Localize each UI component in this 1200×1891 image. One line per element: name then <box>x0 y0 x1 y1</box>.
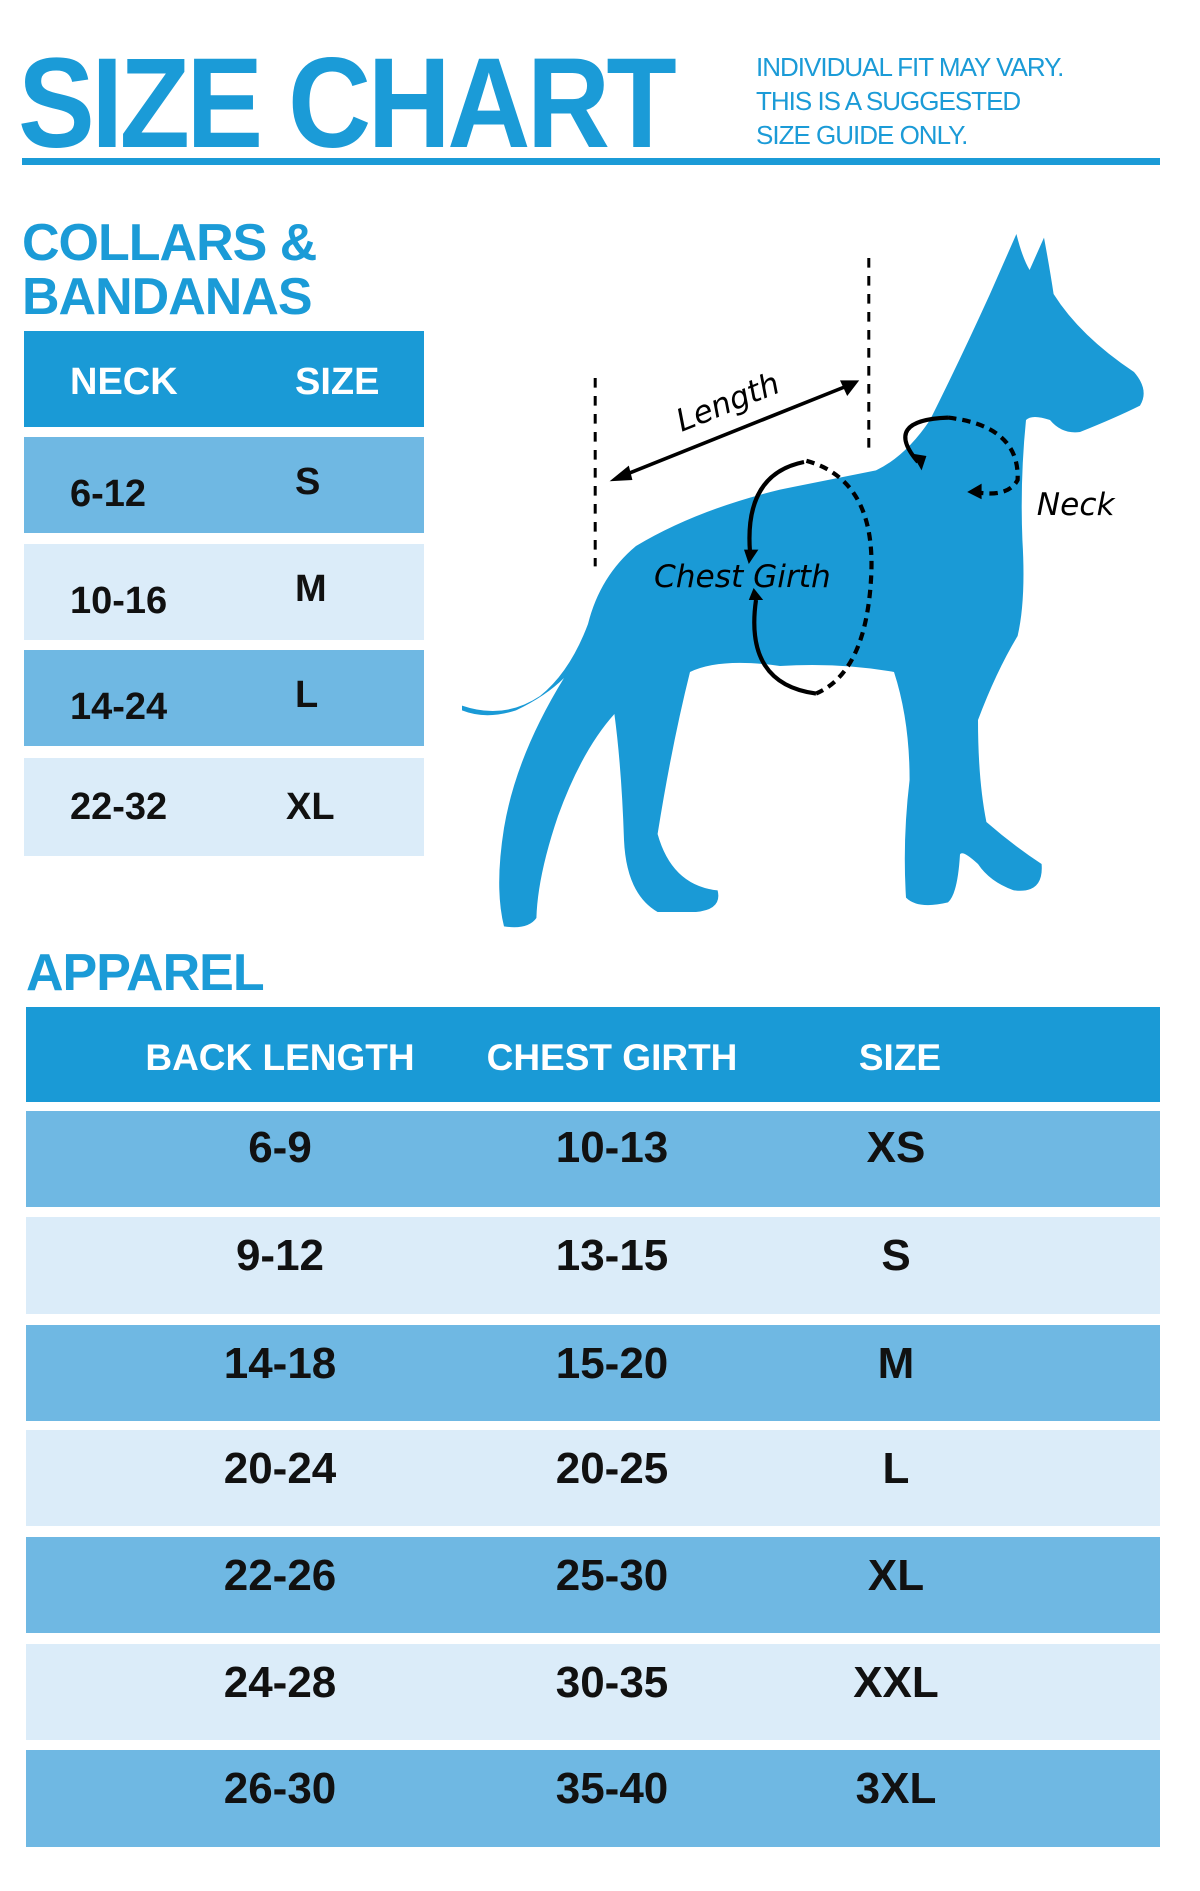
size-cell: S <box>295 461 321 503</box>
back-length-cell: 24-28 <box>223 1658 337 1707</box>
size-cell: L <box>882 1444 910 1493</box>
back-length-cell: 14-18 <box>223 1339 337 1388</box>
column-header-chest-girth: CHEST GIRTH <box>486 1037 738 1078</box>
collars-title-line: COLLARS & <box>22 214 317 272</box>
neck-cell: 22-32 <box>70 786 168 828</box>
table-row: 14-24 L <box>24 650 424 746</box>
chest-girth-cell: 25-30 <box>555 1551 669 1600</box>
table-row: 6-9 10-13 XS <box>26 1111 1160 1207</box>
chest-girth-cell: 13-15 <box>555 1231 669 1280</box>
collars-section-title: COLLARS & BANDANAS <box>22 214 317 326</box>
apparel-size-table: BACK LENGTH CHEST GIRTH SIZE 6-9 10-13 X… <box>26 1007 1160 1847</box>
back-length-cell: 22-26 <box>223 1551 337 1600</box>
column-header-back-length: BACK LENGTH <box>145 1037 415 1078</box>
fit-disclaimer: INDIVIDUAL FIT MAY VARY. THIS IS A SUGGE… <box>756 50 1064 152</box>
size-cell: XL <box>286 786 335 828</box>
size-cell: XXL <box>853 1658 939 1707</box>
title-underline <box>22 158 1160 165</box>
length-arrow-icon <box>609 380 860 482</box>
disclaimer-line: SIZE GUIDE ONLY. <box>756 120 968 150</box>
collars-size-table: NECK SIZE 6-12 S 10-16 M 14-24 L 22-32 X… <box>24 331 424 856</box>
table-row: 22-26 25-30 XL <box>26 1537 1160 1633</box>
dog-silhouette-icon <box>462 234 1144 928</box>
page-title: SIZE CHART <box>18 32 677 175</box>
table-row: 24-28 30-35 XXL <box>26 1644 1160 1740</box>
chest-girth-cell: 15-20 <box>555 1339 669 1388</box>
size-cell: 3XL <box>855 1764 937 1813</box>
column-header-size: SIZE <box>295 361 380 403</box>
column-header-neck: NECK <box>70 361 178 403</box>
table-row: 26-30 35-40 3XL <box>26 1750 1160 1847</box>
apparel-section-title: APPAREL <box>26 944 265 1002</box>
table-row: 6-12 S <box>24 437 424 533</box>
table-header-row: NECK SIZE <box>24 331 424 427</box>
size-cell: S <box>881 1231 911 1280</box>
neck-cell: 10-16 <box>70 580 168 622</box>
neck-loop-icon <box>903 415 1020 500</box>
back-length-cell: 6-9 <box>248 1123 312 1172</box>
chest-girth-label: Chest Girth <box>654 559 831 595</box>
chest-girth-cell: 30-35 <box>555 1658 669 1707</box>
size-cell: M <box>295 568 327 610</box>
size-cell: XL <box>867 1551 925 1600</box>
table-row: 20-24 20-25 L <box>26 1430 1160 1526</box>
size-cell: M <box>877 1339 915 1388</box>
back-length-cell: 9-12 <box>235 1231 325 1280</box>
collars-title-line: BANDANAS <box>22 268 313 326</box>
chest-girth-cell: 20-25 <box>555 1444 669 1493</box>
neck-label: Neck <box>1037 487 1117 523</box>
chest-girth-cell: 10-13 <box>555 1123 669 1172</box>
chest-girth-loop-icon <box>744 458 874 696</box>
back-length-cell: 20-24 <box>223 1444 337 1493</box>
disclaimer-line: THIS IS A SUGGESTED <box>756 86 1021 116</box>
column-header-size: SIZE <box>858 1037 942 1078</box>
size-cell: XS <box>866 1123 926 1172</box>
table-row: 9-12 13-15 S <box>26 1217 1160 1314</box>
table-row: 22-32 XL <box>24 758 424 856</box>
table-row: 14-18 15-20 M <box>26 1325 1160 1421</box>
neck-cell: 6-12 <box>70 473 147 515</box>
table-header-row: BACK LENGTH CHEST GIRTH SIZE <box>26 1007 1160 1102</box>
chest-girth-cell: 35-40 <box>555 1764 669 1813</box>
back-length-cell: 26-30 <box>223 1764 337 1813</box>
length-label: Length <box>671 366 785 440</box>
disclaimer-line: INDIVIDUAL FIT MAY VARY. <box>756 52 1064 82</box>
neck-cell: 14-24 <box>70 686 168 728</box>
table-row: 10-16 M <box>24 544 424 640</box>
size-cell: L <box>295 674 319 716</box>
